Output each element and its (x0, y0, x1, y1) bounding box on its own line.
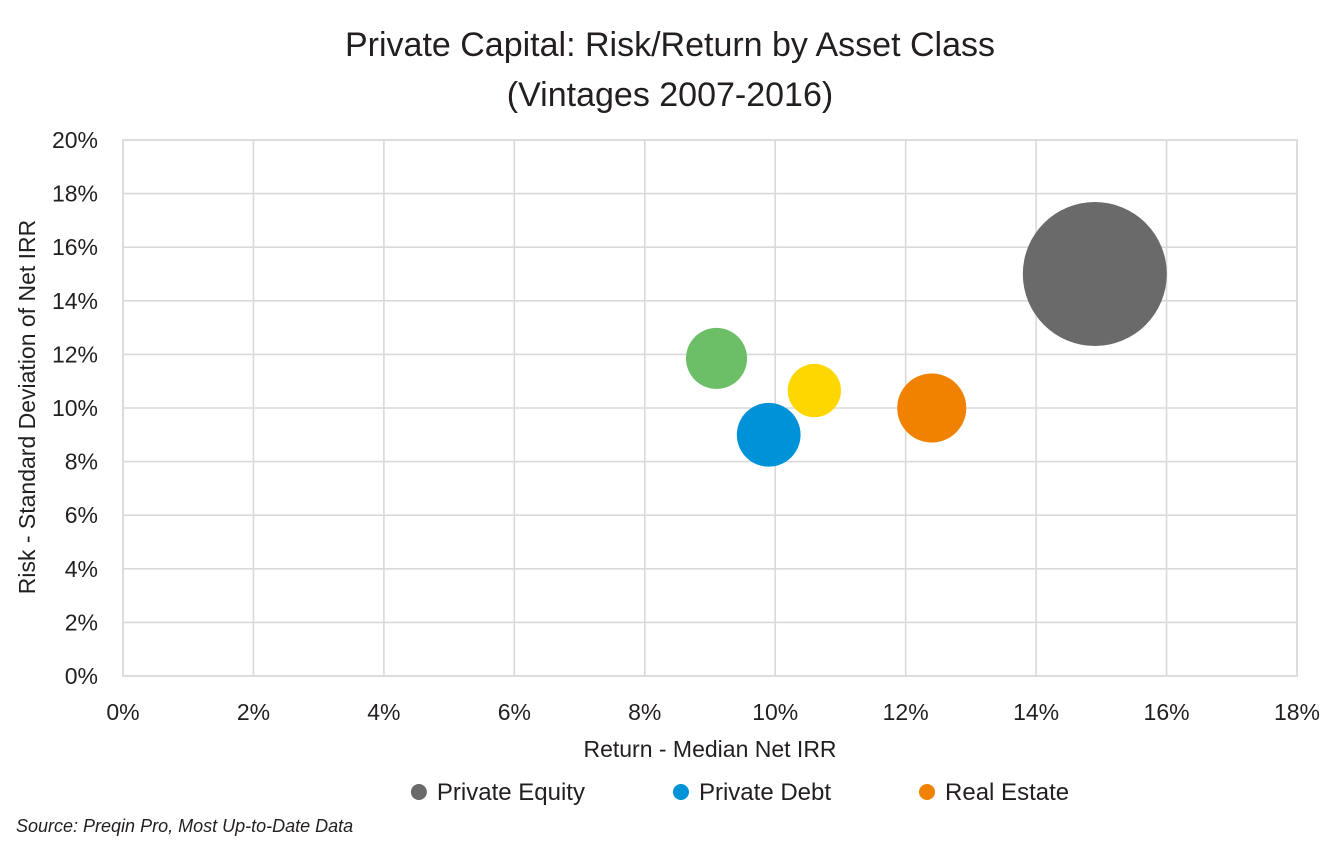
source-note: Source: Preqin Pro, Most Up-to-Date Data (16, 816, 353, 836)
y-axis-label: Risk - Standard Deviation of Net IRR (14, 220, 40, 595)
bubble-private-debt (736, 402, 801, 467)
x-axis-ticks: 0% 2% 4% 6% 8% 10% 12% 14% 16% 18% (106, 699, 1320, 725)
x-tick-label: 14% (1013, 699, 1059, 725)
legend-label: Private Debt (699, 779, 831, 806)
y-tick-label: 18% (52, 181, 98, 207)
y-tick-label: 20% (52, 127, 98, 153)
y-tick-label: 10% (52, 395, 98, 421)
legend-marker (672, 784, 689, 800)
bubble-real-estate (897, 373, 967, 443)
y-tick-label: 14% (52, 288, 98, 314)
legend-label: Real Estate (945, 779, 1069, 806)
x-tick-label: 16% (1144, 699, 1190, 725)
legend-item-real-estate: Real Estate (919, 779, 1069, 806)
chart-title: Private Capital: Risk/Return by Asset Cl… (345, 26, 995, 114)
y-tick-label: 4% (65, 556, 98, 582)
y-tick-label: 2% (65, 609, 98, 635)
y-tick-label: 12% (52, 341, 98, 367)
chart-title-line-2: (Vintages 2007-2016) (507, 76, 833, 114)
legend: Private Equity Private Debt Real Estate (410, 779, 1069, 806)
legend-label: Private Equity (437, 779, 585, 806)
grid (122, 139, 1298, 677)
legend-marker (919, 784, 936, 800)
y-tick-label: 16% (52, 234, 98, 260)
x-tick-label: 18% (1274, 699, 1320, 725)
y-axis-ticks: 0% 2% 4% 6% 8% 10% 12% 14% 16% 18% 20% (52, 127, 98, 689)
x-tick-label: 2% (237, 699, 270, 725)
bubble-unlabeled (685, 327, 748, 389)
x-tick-label: 12% (883, 699, 929, 725)
bubble-private-equity (1022, 202, 1167, 346)
y-tick-label: 6% (65, 502, 98, 528)
bubble-unlabeled (787, 363, 842, 418)
y-tick-label: 8% (65, 449, 98, 475)
legend-marker (410, 784, 427, 800)
x-tick-label: 8% (628, 699, 661, 725)
x-tick-label: 10% (752, 699, 798, 725)
legend-item-private-equity: Private Equity (410, 779, 585, 806)
x-tick-label: 0% (106, 699, 139, 725)
legend-item-private-debt: Private Debt (672, 779, 831, 806)
x-tick-label: 6% (498, 699, 531, 725)
x-axis-label: Return - Median Net IRR (583, 736, 836, 762)
chart-title-line-1: Private Capital: Risk/Return by Asset Cl… (345, 26, 995, 64)
plot-area (122, 139, 1298, 677)
bubbles (685, 202, 1167, 467)
x-tick-label: 4% (367, 699, 400, 725)
y-tick-label: 0% (65, 663, 98, 689)
